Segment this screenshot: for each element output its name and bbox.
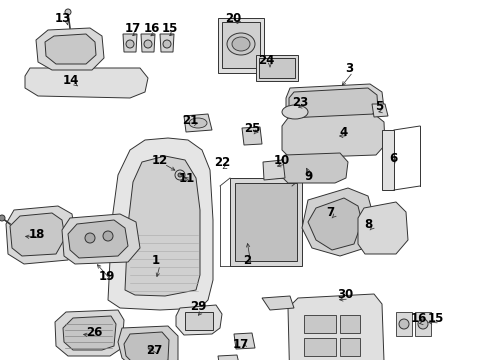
Text: 18: 18 [29, 228, 45, 240]
Text: 2: 2 [243, 255, 251, 267]
Polygon shape [118, 326, 178, 360]
Polygon shape [289, 88, 378, 118]
Bar [235, 183, 297, 261]
Polygon shape [36, 28, 104, 70]
Text: 26: 26 [86, 325, 102, 338]
Text: 16: 16 [411, 312, 427, 325]
Circle shape [65, 9, 71, 15]
Text: 5: 5 [375, 100, 383, 113]
Polygon shape [68, 220, 128, 258]
Circle shape [0, 215, 5, 221]
Text: 24: 24 [258, 54, 274, 67]
Polygon shape [302, 188, 374, 256]
Polygon shape [62, 214, 140, 264]
Text: 17: 17 [125, 22, 141, 35]
Polygon shape [218, 355, 240, 360]
Polygon shape [108, 138, 213, 310]
Ellipse shape [282, 105, 308, 119]
Polygon shape [123, 34, 137, 52]
Polygon shape [372, 104, 388, 117]
Ellipse shape [189, 118, 207, 128]
Text: 27: 27 [146, 343, 162, 356]
Text: 13: 13 [55, 12, 71, 24]
Polygon shape [184, 114, 212, 132]
Polygon shape [55, 310, 124, 356]
Circle shape [144, 40, 152, 48]
Polygon shape [10, 213, 65, 256]
Polygon shape [242, 127, 262, 145]
Polygon shape [124, 332, 169, 360]
Polygon shape [141, 34, 155, 52]
Bar [218, 18, 264, 73]
Bar [340, 315, 360, 333]
Bar [382, 130, 394, 190]
Text: 17: 17 [233, 338, 249, 351]
Ellipse shape [232, 37, 250, 51]
Text: 3: 3 [345, 62, 353, 75]
Polygon shape [25, 68, 148, 98]
Text: 4: 4 [340, 126, 348, 139]
Bar [415, 312, 431, 336]
Bar [259, 58, 295, 78]
Polygon shape [308, 198, 362, 250]
Polygon shape [358, 202, 408, 254]
Polygon shape [6, 206, 76, 264]
Polygon shape [263, 160, 285, 180]
Text: 29: 29 [190, 301, 206, 314]
Text: 22: 22 [214, 157, 230, 170]
Polygon shape [160, 34, 174, 52]
Bar [230, 178, 302, 266]
Bar [304, 338, 336, 356]
Polygon shape [234, 333, 255, 349]
Text: 21: 21 [182, 113, 198, 126]
Bar [185, 312, 213, 330]
Polygon shape [280, 153, 348, 183]
Text: 16: 16 [144, 22, 160, 35]
Polygon shape [176, 305, 222, 335]
Text: 6: 6 [389, 152, 397, 165]
Text: 23: 23 [292, 95, 308, 108]
Text: 20: 20 [225, 12, 241, 24]
Circle shape [178, 173, 182, 177]
Polygon shape [125, 156, 200, 296]
Circle shape [163, 40, 171, 48]
Text: 15: 15 [428, 312, 444, 325]
Polygon shape [45, 34, 96, 64]
Text: 19: 19 [99, 270, 115, 283]
Text: 25: 25 [244, 122, 260, 135]
Polygon shape [288, 294, 385, 360]
Bar [304, 315, 336, 333]
Text: 1: 1 [152, 255, 160, 267]
Polygon shape [262, 296, 294, 310]
Bar [256, 55, 298, 81]
Text: 7: 7 [326, 206, 334, 219]
Circle shape [85, 233, 95, 243]
Text: 11: 11 [179, 171, 195, 184]
Bar [396, 312, 412, 336]
Text: 14: 14 [63, 73, 79, 86]
Bar [340, 338, 360, 356]
Text: 9: 9 [304, 170, 312, 183]
Circle shape [399, 319, 409, 329]
Polygon shape [282, 114, 385, 158]
Polygon shape [63, 316, 116, 350]
Text: 12: 12 [152, 153, 168, 166]
Circle shape [418, 319, 428, 329]
Circle shape [126, 40, 134, 48]
Text: 30: 30 [337, 288, 353, 302]
Text: 10: 10 [274, 153, 290, 166]
Bar [222, 22, 260, 68]
Polygon shape [286, 84, 384, 122]
Ellipse shape [227, 33, 255, 55]
Text: 8: 8 [364, 217, 372, 230]
Text: 15: 15 [162, 22, 178, 35]
Circle shape [175, 170, 185, 180]
Circle shape [103, 231, 113, 241]
